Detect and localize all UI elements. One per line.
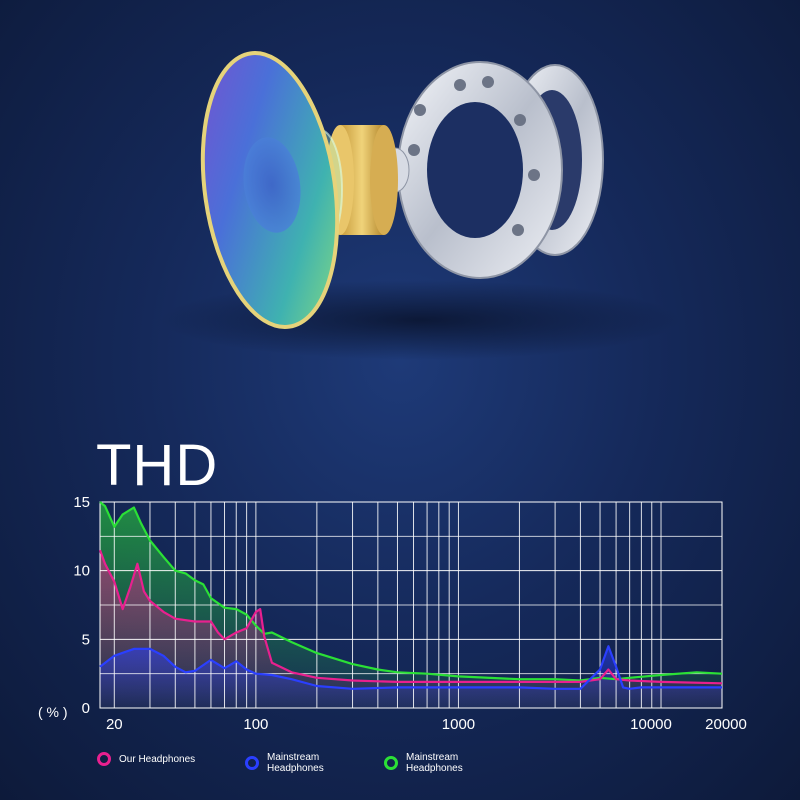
legend-ring-icon [384, 756, 398, 770]
x-tick-label: 1000 [442, 716, 475, 733]
x-tick-label: 10000 [630, 716, 672, 733]
y-tick-labels: 0 5 10 15 [73, 494, 90, 717]
diaphragm-icon [200, 51, 340, 329]
y-tick-label: 10 [73, 563, 90, 580]
legend-ring-icon [245, 756, 259, 770]
legend-label: Our Headphones [119, 753, 196, 765]
plot-frame [99, 501, 723, 709]
legend-item-mainstream-green: Mainstream Headphones [384, 752, 463, 774]
series-line [99, 645, 722, 690]
legend-ring-icon [97, 752, 111, 766]
y-tick-label: 15 [73, 494, 90, 511]
x-tick-label: 20 [106, 716, 123, 733]
x-tick-label: 20000 [705, 716, 747, 733]
driver-unit-illustration [160, 51, 680, 360]
pole-plate-icon [397, 61, 563, 279]
legend-label: Mainstream Headphones [267, 752, 324, 774]
series-lines [98, 501, 723, 690]
y-tick-label: 0 [82, 700, 90, 717]
legend-item-our-headphones: Our Headphones [97, 752, 195, 766]
chart-title: THD [96, 433, 219, 498]
y-tick-label: 5 [82, 631, 90, 648]
x-tick-label: 100 [243, 716, 268, 733]
legend-label: Mainstream Headphones [406, 752, 463, 774]
x-tick-labels: 20 100 1000 10000 20000 [106, 716, 747, 733]
legend-item-mainstream-blue: Mainstream Headphones [245, 752, 324, 774]
thd-chart: 0 5 10 15 20 100 1000 10000 20000 ( % ) [38, 494, 747, 733]
y-axis-unit-label: ( % ) [38, 704, 68, 720]
